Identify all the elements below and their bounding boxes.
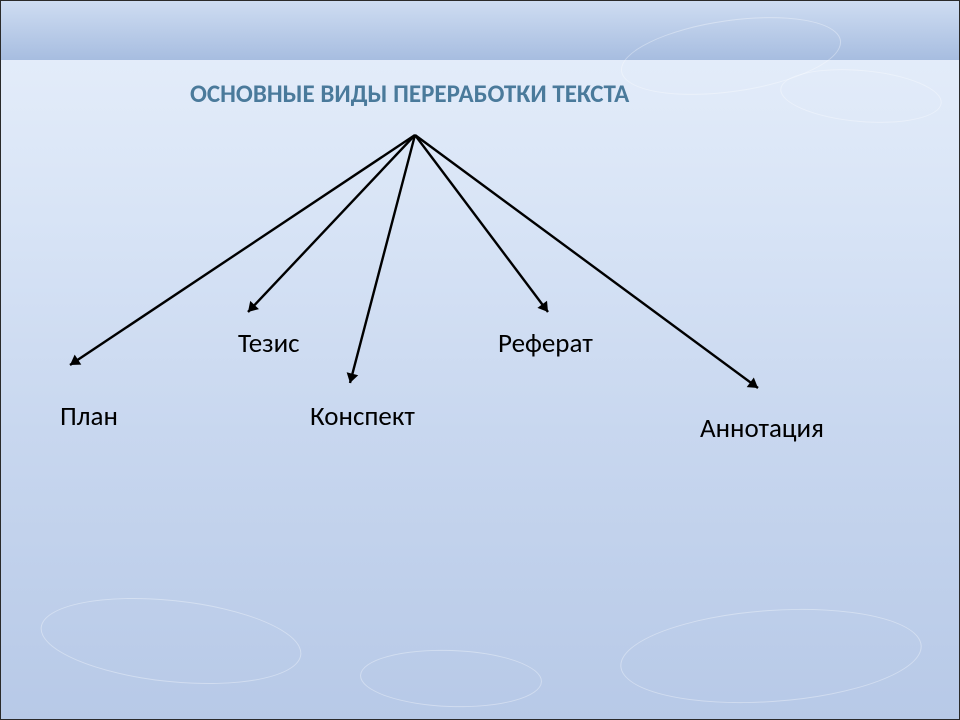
slide-root: ОСНОВНЫЕ ВИДЫ ПЕРЕРАБОТКИ ТЕКСТА План Тез… bbox=[0, 0, 960, 720]
label-tezis: Тезис bbox=[238, 327, 300, 360]
slide-title: ОСНОВНЫЕ ВИДЫ ПЕРЕРАБОТКИ ТЕКСТА bbox=[190, 78, 629, 109]
label-annotacia: Аннотация bbox=[700, 412, 824, 445]
label-plan: План bbox=[60, 400, 118, 433]
label-referat: Реферат bbox=[498, 327, 593, 360]
arrow-tezis bbox=[248, 135, 415, 312]
label-konspekt: Конспект bbox=[310, 400, 415, 433]
arrow-referat bbox=[415, 135, 548, 312]
